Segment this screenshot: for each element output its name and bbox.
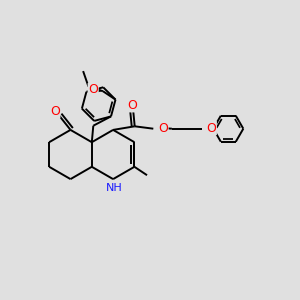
Text: O: O: [158, 122, 168, 135]
Text: O: O: [206, 122, 216, 135]
Text: O: O: [128, 99, 137, 112]
Text: NH: NH: [106, 182, 123, 193]
Text: O: O: [88, 83, 98, 97]
Text: O: O: [50, 105, 60, 118]
